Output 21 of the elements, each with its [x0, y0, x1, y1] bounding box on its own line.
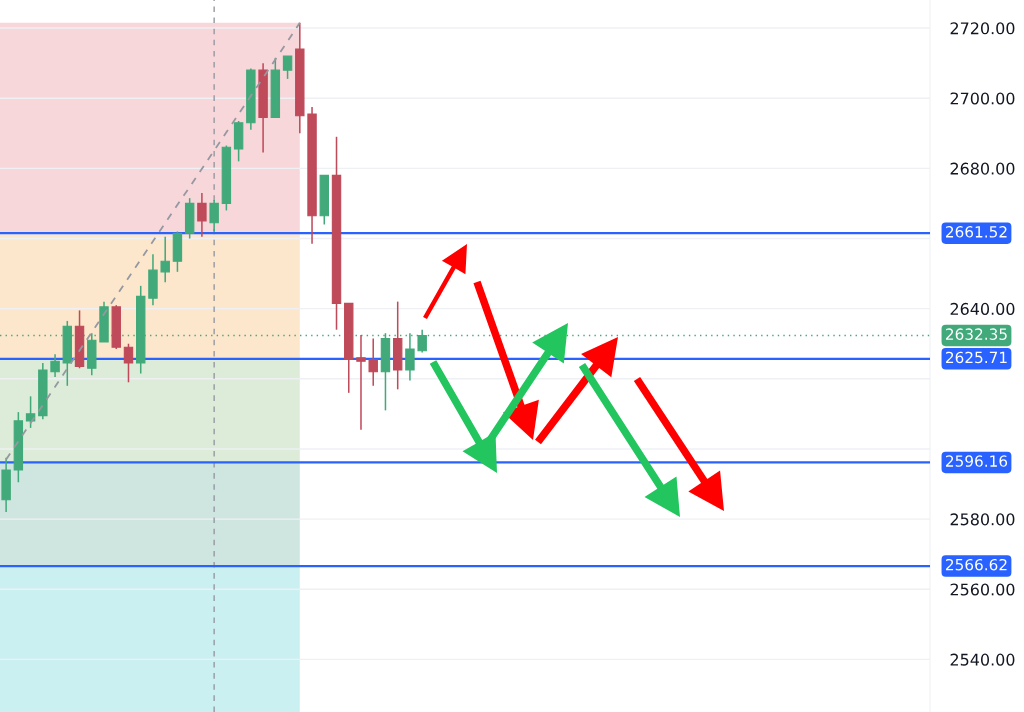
candlestick	[160, 235, 170, 284]
candlestick	[197, 192, 207, 238]
ref-line-label: 2661.52	[946, 226, 1007, 238]
candlestick	[50, 353, 60, 378]
ref-line-label: 2632.35	[946, 328, 1007, 340]
ref-line-label: 2566.62	[946, 558, 1007, 571]
y-tick-label: 2700.00	[950, 92, 1015, 105]
y-tick-label: 2580.00	[950, 513, 1015, 526]
candlestick	[209, 199, 219, 233]
ref-line-label: 2625.71	[946, 351, 1007, 364]
candlestick	[123, 342, 134, 384]
y-tick-label: 2560.00	[950, 583, 1015, 596]
y-tick-label: 2540.00	[950, 653, 1015, 666]
y-tick-label: 2640.00	[950, 302, 1015, 315]
candlestick	[25, 395, 36, 429]
candlestick	[368, 337, 378, 387]
candlestick	[356, 334, 366, 431]
candlestick	[282, 55, 293, 80]
ref-line-label: 2596.16	[946, 455, 1008, 467]
y-tick-label: 2680.00	[950, 162, 1015, 175]
y-tick-label: 2720.00	[950, 22, 1015, 35]
